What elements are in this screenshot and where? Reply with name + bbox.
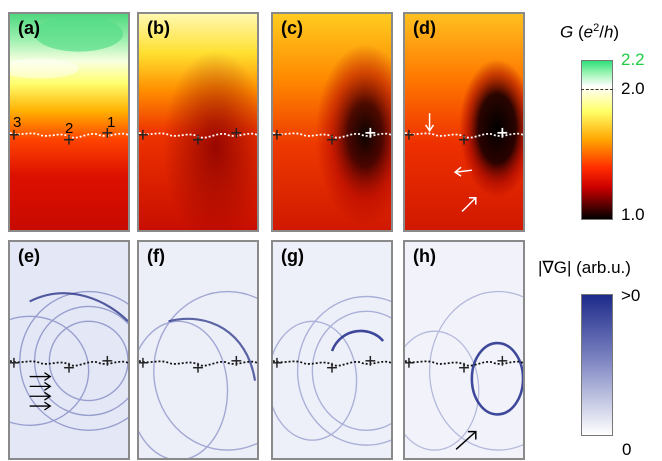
panel-e-gradient-map: (e) — [8, 240, 130, 460]
panel-b-conductance-map: (b) — [137, 12, 259, 232]
panel-g-gradient-map: (g) — [271, 240, 393, 460]
point-label-1: 1 — [107, 114, 116, 131]
arrow-icon — [425, 113, 435, 133]
panel-h-gradient-map: (h) — [403, 240, 525, 460]
panel-a-conductance-map: (a) 3 2 1 — [8, 12, 130, 232]
panel-label-b: (b) — [147, 18, 170, 38]
colorbar-conductance — [581, 60, 613, 220]
colorbar-dashed-line — [581, 89, 613, 90]
point-label-2: 2 — [65, 120, 74, 137]
arrow-icon — [453, 166, 472, 177]
colorbar-tick-min: 1.0 — [621, 205, 645, 224]
colorbar-gradient-title: |∇G| (arb.u.) — [538, 258, 631, 277]
tip-trajectory-a — [10, 127, 128, 145]
colorbar-gradient-tick-min: 0 — [622, 440, 632, 459]
colorbar-gradient-tick-max: >0 — [621, 286, 641, 305]
panel-label-g: (g) — [281, 246, 304, 266]
tip-trajectory-d — [405, 113, 523, 213]
panel-label-c: (c) — [281, 18, 303, 38]
tip-trajectory-e — [10, 355, 128, 411]
marker-point-3 — [10, 129, 19, 140]
marker-point-2 — [64, 134, 74, 145]
tip-trajectory-f — [139, 355, 257, 373]
panel-c-conductance-map: (c) — [271, 12, 393, 232]
tip-trajectory-g — [273, 355, 391, 373]
tip-trajectory-h — [405, 355, 523, 450]
marker-point-1 — [102, 127, 113, 138]
colorbar-tick-mid: 2.0 — [621, 79, 645, 98]
arrow-icon — [455, 430, 477, 450]
point-label-3: 3 — [13, 114, 22, 131]
arrow-icon — [29, 372, 52, 411]
panel-label-f: (f) — [147, 246, 165, 266]
panel-f-gradient-map: (f) — [137, 240, 259, 460]
panel-label-d: (d) — [413, 18, 436, 38]
tip-trajectory-b — [139, 127, 257, 145]
colorbar-conductance-title: G (e2/h) — [560, 22, 620, 42]
panel-label-a: (a) — [18, 18, 40, 38]
tip-trajectory-c — [273, 127, 391, 145]
panel-d-conductance-map: (d) — [403, 12, 525, 232]
arrow-icon — [461, 196, 477, 213]
colorbar-gradient — [581, 294, 613, 436]
panel-label-e: (e) — [18, 246, 40, 266]
panel-label-h: (h) — [413, 246, 436, 266]
colorbar-tick-max: 2.2 — [621, 50, 645, 69]
